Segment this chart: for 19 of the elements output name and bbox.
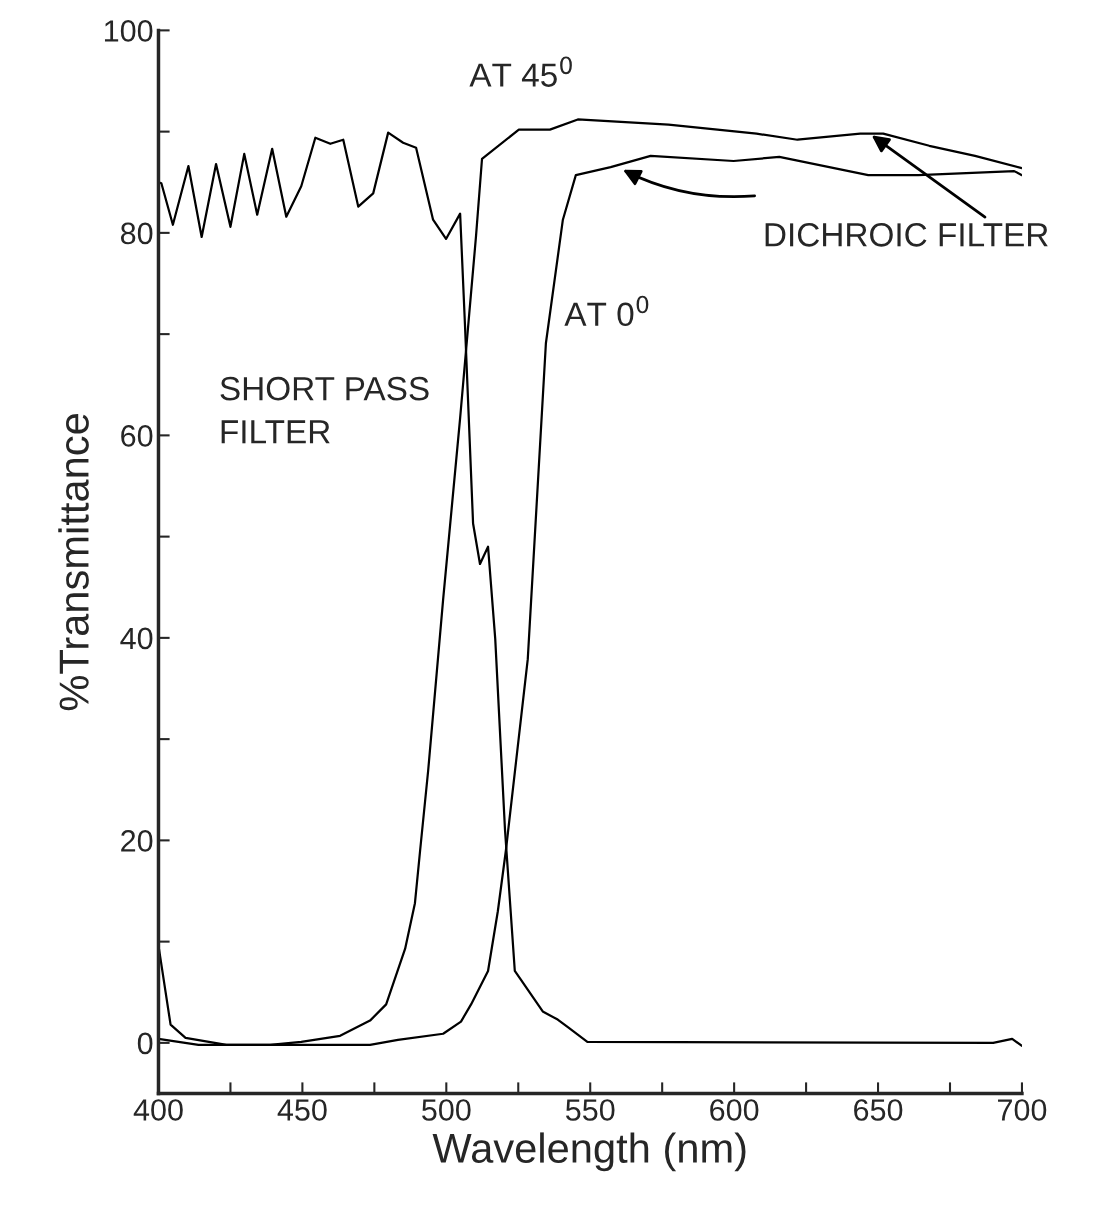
- annotation: AT 45$^{0}$: [469, 56, 572, 87]
- y-axis-title: %Transmittance: [58, 414, 89, 711]
- y-tick-label: 60: [121, 425, 153, 447]
- annotation: AT 0$^{0}$: [564, 295, 649, 327]
- x-tick-label: 700: [998, 1099, 1047, 1121]
- x-tick-label: 500: [422, 1099, 471, 1121]
- y-tick-label: 20: [121, 830, 153, 852]
- x-tick-label: 450: [277, 1099, 327, 1121]
- x-tick-label: 650: [854, 1099, 903, 1121]
- x-axis-title: Wavelength (nm): [432, 1132, 746, 1172]
- annotation: DICHROIC FILTER: [765, 223, 1048, 247]
- y-tick-label: 80: [120, 222, 153, 245]
- annotation: SHORT PASS FILTER: [220, 376, 429, 444]
- y-tick-label: 100: [104, 20, 153, 42]
- y-tick-label: 0: [137, 1032, 153, 1055]
- x-tick-label: 550: [565, 1099, 615, 1121]
- x-tick-label: 400: [133, 1099, 183, 1121]
- x-tick-label: 600: [710, 1099, 759, 1121]
- y-tick-label: 40: [120, 627, 153, 650]
